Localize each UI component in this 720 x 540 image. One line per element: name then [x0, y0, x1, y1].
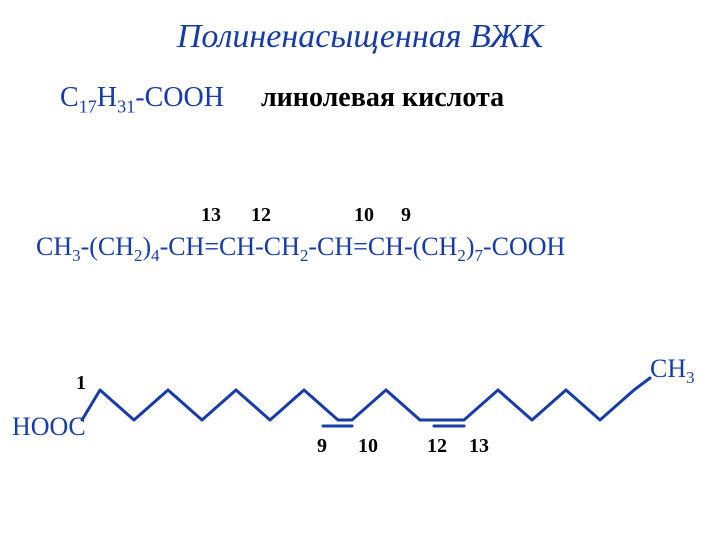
c-label: C	[60, 82, 79, 113]
molecular-formula-row: C17H31-COOH линолевая кислота	[60, 82, 504, 118]
cf-s5: -CH=CH-(CH	[308, 232, 457, 261]
cf-s4: -CH=CH-CH	[160, 232, 300, 261]
cf-s6: )	[466, 232, 475, 261]
c-sub: 17	[79, 97, 97, 117]
cf-s6sub: 7	[475, 246, 483, 265]
skeletal-svg	[0, 340, 720, 480]
h-sub: 31	[117, 97, 135, 117]
condensed-formula: CH3-(CH2)4-CH=CH-CH2-CH=CH-(CH2)7-COOH	[36, 232, 565, 266]
skel-pos-12: 12	[427, 435, 447, 458]
h-label: H	[97, 82, 117, 113]
cf-s5sub: 2	[457, 246, 465, 265]
pos-13: 13	[201, 204, 221, 227]
pos-12: 12	[251, 204, 271, 227]
main-chain-path	[82, 378, 650, 420]
skel-pos-1: 1	[76, 372, 86, 395]
skel-pos-13: 13	[469, 435, 489, 458]
skel-pos-10: 10	[358, 435, 378, 458]
pos-10: 10	[354, 204, 374, 227]
carboxy-suffix: -COOH	[135, 82, 224, 113]
cf-s7: -COOH	[483, 232, 565, 261]
cf-s1: CH	[36, 232, 72, 261]
skel-pos-9: 9	[317, 435, 327, 458]
skeletal-structure: HOOC CH3 1 9 10 12 13	[0, 340, 720, 520]
cf-s2: -(CH	[81, 232, 134, 261]
cf-s1sub: 3	[72, 246, 80, 265]
cf-s3sub: 4	[151, 246, 159, 265]
molecular-formula: C17H31-COOH	[60, 82, 231, 113]
cf-s3: )	[142, 232, 151, 261]
slide-title: Полиненасыщенная ВЖК	[0, 18, 720, 56]
compound-name: линолевая кислота	[261, 82, 504, 113]
pos-9: 9	[401, 204, 411, 227]
